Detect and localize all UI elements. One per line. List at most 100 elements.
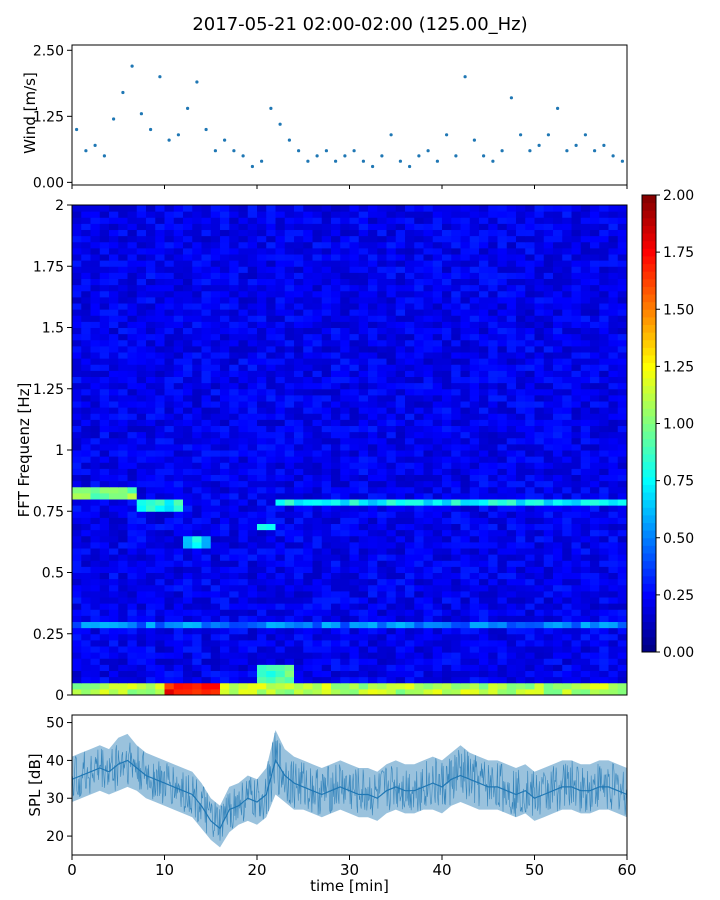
spectrogram-cell [590,205,600,212]
spectrogram-cell [109,627,119,635]
spectrogram-cell [118,388,128,396]
spectrogram-cell [81,603,91,610]
spectrogram-cell [432,247,443,255]
spectrogram-cell [238,241,249,249]
spectrogram-cell [155,450,165,457]
spectrogram-cell [192,388,202,396]
spectrogram-cell [479,450,489,457]
spectrogram-cell [247,241,258,249]
spectrogram-cell [247,578,258,586]
spectrogram-cell [488,419,498,427]
spectrogram-cell [118,590,128,598]
spectrogram-cell [377,468,387,476]
spectrogram-cell [460,639,471,647]
spectrogram-cell [284,388,295,396]
spectrogram-cell [432,633,443,641]
spectrogram-cell [562,303,572,310]
spectrogram-cell [173,333,184,341]
spectrogram-cell [118,419,128,427]
spectrogram-cell [257,407,267,414]
spectrogram-cell [349,548,360,555]
spl-xtick-label: 20 [247,861,266,879]
spectrogram-cell [432,572,443,580]
spectrogram-cell [553,333,563,341]
spectrogram-cell [340,333,350,341]
spectrogram-cell [99,382,110,390]
spectrogram-cell [386,578,397,586]
spectrogram-cell [405,535,415,543]
spectrogram-cell [553,407,563,414]
spectrogram-cell [192,590,202,598]
spectrogram-cell [238,333,249,341]
spectrogram-cell [192,345,202,353]
spectrogram-cell [99,352,110,359]
spectrogram-cell [469,401,480,408]
spectrogram-cell [562,364,572,371]
spectrogram-cell [516,688,526,696]
spectrogram-cell [81,419,91,427]
spectrogram-cell [516,492,526,500]
spectrogram-cell [377,217,387,224]
spectrogram-cell [99,627,110,635]
spectrogram-cell [294,566,304,574]
spectrogram-cell [460,407,471,414]
wind-point [602,143,606,147]
spectrogram-cell [368,597,378,604]
spectrogram-cell [109,284,119,292]
spectrogram-cell [571,627,582,635]
spectrogram-cell [220,590,230,598]
spectrogram-cell [220,309,230,316]
spectrogram-cell [238,633,249,641]
spectrogram-cell [81,523,91,531]
spectrogram-cell [127,505,138,512]
spectrogram-cell [238,401,249,408]
spectrogram-cell [358,609,369,616]
spectrogram-cell [571,597,582,604]
spectrogram-cell [617,584,628,592]
spl-noise-line [71,732,628,841]
spectrogram-cell [599,388,609,396]
spectrogram-cell [451,266,461,273]
spectrogram-cell [571,584,582,592]
spectrogram-cell [127,272,138,280]
spectrogram-cell [331,205,341,212]
spectrogram-cell [460,241,471,249]
spectrogram-cell [118,462,128,469]
spectrogram-cell [229,419,239,427]
spectrogram-cell [99,554,110,561]
spectrogram-cell [247,682,258,690]
spectrogram-cell [553,382,563,390]
spectrogram-cell [479,339,489,347]
spectrogram-cell [590,401,600,408]
spectrogram-cell [571,254,582,261]
spectrogram-cell [127,327,138,335]
spectrogram-cell [72,609,82,616]
spectrogram-cell [506,548,517,555]
spectrogram-cell [127,499,138,506]
spectrogram-cell [257,523,267,531]
wind-point [334,159,338,163]
spectrogram-cell [90,235,101,243]
spectrogram-cell [155,480,165,488]
spectrogram-cell [516,358,526,365]
spectrogram-cell [127,535,138,543]
spectrogram-cell [275,578,286,586]
spectrogram-cell [303,548,313,555]
spectrogram-cell [543,609,554,616]
spectrogram-cell [183,235,193,243]
spectrogram-cell [562,431,572,439]
spectrogram-cell [238,560,249,567]
spectrogram-cell [580,296,591,304]
spectrogram-cell [155,572,165,580]
spectrogram-cell [386,266,397,273]
spectrogram-cell [99,450,110,457]
spectrogram-cell [127,462,138,469]
spectrogram-cell [395,572,406,580]
spectrogram-cell [229,492,239,500]
spectrogram-cell [266,364,276,371]
spectrogram-cell [377,492,387,500]
spectrogram-cell [340,266,350,273]
spectrogram-cell [497,358,508,365]
spectrogram-cell [321,529,332,537]
spectrogram-cell [210,572,221,580]
